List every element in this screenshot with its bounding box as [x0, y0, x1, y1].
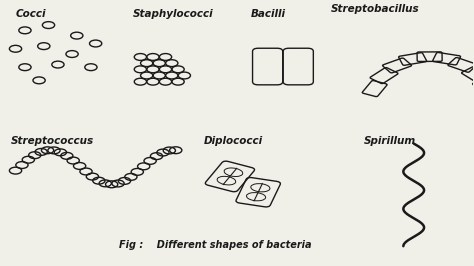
Text: Bacilli: Bacilli: [251, 9, 286, 19]
Text: Spirillum: Spirillum: [364, 136, 416, 146]
Text: Diplococci: Diplococci: [204, 136, 263, 146]
Text: Cocci: Cocci: [16, 9, 46, 19]
Text: Streptococcus: Streptococcus: [11, 136, 94, 146]
Text: Fig :    Different shapes of bacteria: Fig : Different shapes of bacteria: [119, 240, 312, 250]
Text: Streptobacillus: Streptobacillus: [331, 4, 420, 14]
Text: Staphylococci: Staphylococci: [133, 9, 214, 19]
